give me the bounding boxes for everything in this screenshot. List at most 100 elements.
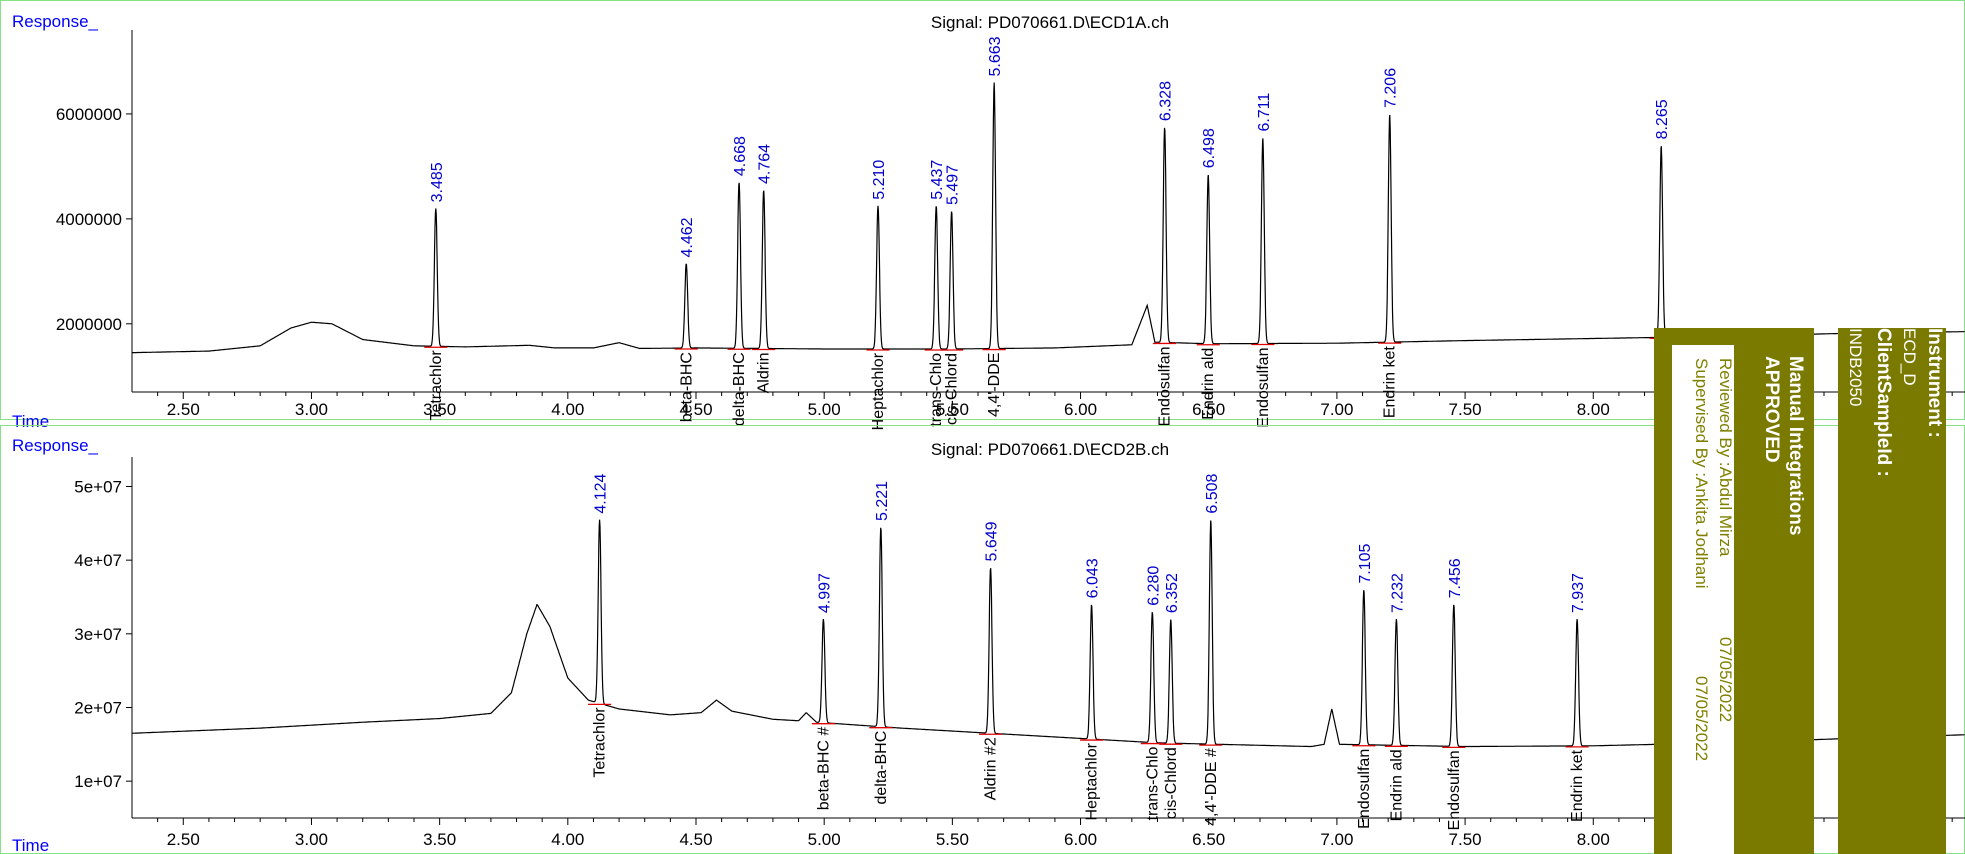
x-tick-label: 5.00	[808, 400, 841, 419]
peak-compound-label: delta-BHC	[873, 731, 890, 805]
peak-compound-label: trans-Chlo	[1144, 746, 1161, 820]
peak-compound-label: cis-Chlord	[1163, 747, 1180, 819]
peak-5.497: 5.497 cis-Chlord	[940, 165, 964, 425]
peak-6.280: 6.280 trans-Chlo	[1140, 566, 1164, 820]
peak-5.437: 5.437 trans-Chlo	[924, 160, 948, 427]
peak-retention-time-label: 8.265	[1654, 99, 1671, 139]
x-tick-label: 3.50	[423, 400, 456, 419]
peak-retention-time-label: 7.456	[1447, 558, 1464, 598]
y-tick-label: 4000000	[56, 210, 122, 229]
x-tick-label: 7.50	[1449, 400, 1482, 419]
peak-retention-time-label: 5.649	[984, 521, 1001, 561]
peak-compound-label: trans-Chlo	[928, 353, 945, 427]
peak-retention-time-label: 4.124	[593, 473, 610, 513]
x-tick-label: 4.50	[679, 830, 712, 849]
peak-5.221: 5.221 delta-BHC	[869, 481, 893, 805]
instrument-block-bg	[1838, 328, 1946, 854]
peak-compound-label: cis-Chlord	[944, 353, 961, 425]
peak-7.937: 7.937 Endrin ket	[1565, 573, 1589, 822]
peak-4.462: 4.462 beta-BHC	[674, 217, 698, 422]
stamp-reviewed-by: Reviewed By :Abdul Mirza	[1716, 358, 1735, 557]
peak-retention-time-label: 4.764	[757, 144, 774, 184]
response-label: Response_	[12, 436, 99, 455]
peak-retention-time-label: 6.280	[1145, 566, 1162, 606]
x-tick-label: 3.00	[295, 400, 328, 419]
peak-7.456: 7.456 Endosulfan	[1442, 558, 1466, 830]
y-tick-label: 4e+07	[74, 551, 122, 570]
peak-retention-time-label: 6.328	[1158, 81, 1175, 121]
peak-retention-time-label: 4.462	[679, 217, 696, 257]
time-label: Time	[12, 836, 49, 854]
x-tick-label: 3.00	[295, 830, 328, 849]
peak-5.649: 5.649 Aldrin #2	[979, 521, 1003, 800]
time-label: Time	[12, 412, 49, 431]
x-tick-label: 7.00	[1320, 830, 1353, 849]
peak-compound-label: Tetrachlor	[428, 350, 445, 421]
peak-compound-label: beta-BHC	[678, 352, 695, 422]
peak-compound-label: Aldrin #2	[983, 737, 1000, 800]
x-tick-label: 7.00	[1320, 400, 1353, 419]
peak-compound-label: Tetrachlor	[592, 707, 609, 778]
peak-6.352: 6.352 cis-Chlord	[1159, 573, 1183, 819]
peak-4.997: 4.997 beta-BHC #	[811, 573, 835, 810]
response-label: Response_	[12, 12, 99, 31]
x-tick-label: 4.00	[551, 400, 584, 419]
peak-5.210: 5.210 Heptachlor	[866, 160, 890, 430]
peak-compound-label: Aldrin	[756, 352, 773, 393]
x-tick-label: 6.00	[1064, 400, 1097, 419]
signal-title: Signal: PD070661.D\ECD1A.ch	[931, 13, 1169, 32]
x-tick-label: 2.50	[167, 400, 200, 419]
peak-compound-label: Heptachlor	[870, 352, 887, 430]
peak-compound-label: delta-BHC	[731, 352, 748, 426]
client-sample-id-value: INDB2050	[1846, 328, 1865, 407]
peak-6.498: 6.498 Endrin ald	[1196, 128, 1220, 420]
manual-integration-stamp-inner	[1734, 328, 1814, 854]
x-tick-label: 6.50	[1192, 830, 1225, 849]
y-tick-label: 3e+07	[74, 625, 122, 644]
peak-5.663: 5.663 4,4'-DDE	[982, 36, 1006, 417]
peak-6.328: 6.328 Endosulfan	[1153, 81, 1177, 427]
x-tick-label: 6.50	[1192, 400, 1225, 419]
stamp-white-panel	[1672, 345, 1734, 854]
stamp-supervised-by: Supervised By :Ankita Jodhani	[1692, 358, 1711, 589]
peak-retention-time-label: 7.105	[1357, 543, 1374, 583]
peak-3.485: 3.485 Tetrachlor	[424, 162, 448, 421]
x-tick-label: 5.00	[808, 830, 841, 849]
peak-7.232: 7.232 Endrin ald	[1384, 573, 1408, 821]
stamp-reviewed-date: 07/05/2022	[1716, 637, 1735, 723]
stamp-manual-integrations: Manual Integrations	[1785, 356, 1806, 536]
peak-retention-time-label: 6.498	[1201, 128, 1218, 168]
peak-compound-label: Endosulfan	[1157, 346, 1174, 426]
peak-retention-time-label: 6.711	[1256, 93, 1273, 132]
peak-compound-label: Heptachlor	[1084, 742, 1101, 820]
x-tick-label: 3.50	[423, 830, 456, 849]
peak-retention-time-label: 7.206	[1383, 68, 1400, 108]
y-tick-label: 2e+07	[74, 698, 122, 717]
y-tick-label: 6000000	[56, 105, 122, 124]
instrument-label: Instrument :	[1924, 328, 1945, 438]
peak-retention-time-label: 5.663	[987, 36, 1004, 76]
peak-compound-label: 4,4'-DDE	[986, 353, 1003, 417]
peak-compound-label: Endosulfan	[1446, 750, 1463, 830]
peak-compound-label: Endosulfan	[1356, 749, 1373, 829]
instrument-value: ECD_D	[1900, 328, 1919, 386]
peak-compound-label: Endrin ald	[1388, 749, 1405, 821]
x-tick-label: 6.00	[1064, 830, 1097, 849]
x-tick-label: 7.50	[1449, 830, 1482, 849]
chromatogram-panel-1: Response_ Time Signal: PD070661.D\ECD1A.ch…	[0, 0, 1965, 431]
peak-6.508: 6.508 4,4'-DDE #	[1199, 473, 1223, 826]
client-sample-id-label: ClientSampleId :	[1873, 328, 1894, 477]
peak-retention-time-label: 4.668	[732, 136, 749, 176]
peak-retention-time-label: 7.232	[1389, 573, 1406, 613]
peak-retention-time-label: 7.937	[1570, 573, 1587, 613]
x-tick-label: 4.50	[679, 400, 712, 419]
x-tick-label: 5.50	[936, 400, 969, 419]
peak-6.043: 6.043 Heptachlor	[1080, 558, 1104, 820]
x-tick-label: 5.50	[936, 830, 969, 849]
peak-retention-time-label: 6.508	[1204, 473, 1221, 513]
y-tick-label: 1e+07	[74, 772, 122, 791]
signal-trace	[132, 82, 1965, 354]
y-tick-label: 2000000	[56, 315, 122, 334]
peak-retention-time-label: 6.352	[1164, 573, 1181, 613]
peak-7.105: 7.105 Endosulfan	[1352, 543, 1376, 829]
